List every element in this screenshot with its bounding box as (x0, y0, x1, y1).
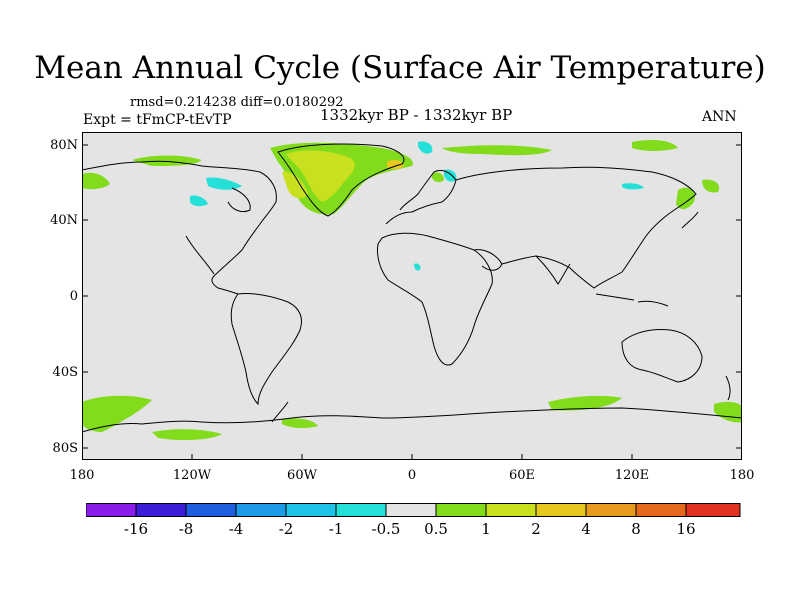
anomaly-region-greenland-core (286, 150, 355, 202)
anomaly-region-cool-labrador (190, 195, 208, 207)
colorbar-swatch-11 (585, 503, 637, 517)
map-background (82, 132, 742, 460)
experiment-label: Expt = tFmCP-tEvTP (83, 112, 232, 128)
coast-india (535, 255, 571, 285)
coast-south-america (230, 293, 302, 406)
anomaly-region-siberia-east (632, 140, 678, 151)
colorbar-swatch-6 (335, 503, 387, 517)
coast-north-america (82, 160, 277, 295)
colorbar-label-4: -2 (278, 520, 294, 538)
coast-central-america (185, 235, 215, 275)
map-plot (82, 132, 743, 460)
anomaly-region-arctic-east (442, 145, 552, 156)
x-tick-120w: 120W (172, 468, 212, 483)
anomaly-region-south-indian (548, 395, 622, 411)
colorbar-label-11: 8 (631, 520, 641, 538)
anomaly-region-eurasia-spot (432, 172, 444, 183)
anomaly-region-ne-pacific (702, 179, 720, 193)
colorbar-label-8: 1 (481, 520, 491, 538)
y-tick-40n: 40N (50, 213, 78, 228)
colorbar-swatch-4 (235, 503, 287, 517)
diff-value: 0.0180292 (273, 95, 344, 110)
colorbar-swatch-10 (535, 503, 587, 517)
coast-antarctic-peninsula (271, 401, 289, 423)
coast-asia (455, 166, 697, 289)
colorbar-swatch-8 (435, 503, 487, 517)
y-tick-80s: 80S (52, 441, 78, 456)
coast-greenland (277, 143, 405, 217)
anomaly-region-cool-siberia (622, 183, 644, 190)
anomaly-region-kamchatka (676, 187, 695, 210)
coast-new-zealand (725, 375, 731, 401)
colorbar-swatch-13 (685, 503, 741, 517)
diff-label: diff= (240, 95, 274, 110)
colorbar-label-6: -0.5 (371, 520, 401, 538)
colorbar-swatch-9 (485, 503, 537, 517)
colorbar-swatch-2 (135, 503, 187, 517)
colorbar-swatch-5 (285, 503, 337, 517)
y-tick-40s: 40S (52, 365, 78, 380)
colorbar-label-9: 2 (531, 520, 541, 538)
x-tick-120e: 120E (614, 468, 650, 483)
colorbar-label-5: -1 (328, 520, 344, 538)
y-tick-80n: 80N (50, 138, 78, 153)
coastline-layer (82, 143, 743, 433)
anomaly-fill-layer (82, 140, 742, 441)
colorbar-swatch-7 (385, 503, 437, 517)
coast-australia (621, 329, 703, 383)
colorbar (86, 503, 741, 517)
coast-hudson-bay (227, 187, 251, 213)
anomaly-region-cool-scandinavia (444, 169, 457, 182)
anomaly-region-orange-spot (387, 159, 404, 170)
x-tick-60w: 60W (287, 468, 317, 483)
colorbar-label-12: 16 (676, 520, 696, 538)
period-label: 1332kyr BP - 1332kyr BP (320, 106, 513, 124)
tick-marks (82, 144, 742, 460)
colorbar-label-7: 0.5 (424, 520, 448, 538)
colorbar-swatch-1 (86, 503, 137, 517)
chart-title: Mean Annual Cycle (Surface Air Temperatu… (34, 50, 766, 86)
colorbar-swatch-12 (635, 503, 687, 517)
colorbar-label-2: -8 (178, 520, 194, 538)
coast-africa (377, 232, 493, 366)
season-label: ANN (702, 109, 737, 125)
anomaly-region-cool-tropics (414, 263, 421, 271)
y-tick-0: 0 (69, 289, 78, 304)
rmsd-label: rmsd= (130, 95, 175, 110)
anomaly-region-south-atlantic (282, 418, 318, 429)
coast-antarctica (82, 407, 743, 433)
stats-line: rmsd=0.214238 diff=0.0180292 (130, 95, 344, 110)
coast-japan (681, 211, 699, 229)
coast-indonesia (595, 293, 669, 307)
colorbar-label-10: 4 (581, 520, 591, 538)
x-tick-60e: 60E (508, 468, 536, 483)
x-tick-180w: 180 (69, 468, 95, 483)
anomaly-region-alaska (82, 172, 110, 190)
anomaly-region-south-west (82, 395, 152, 432)
anomaly-region-cool-greenland (418, 141, 433, 154)
rmsd-value: 0.214238 (174, 95, 237, 110)
anomaly-region-hudson (282, 171, 308, 199)
anomaly-region-south-ross (152, 429, 222, 441)
colorbar-label-3: -4 (228, 520, 244, 538)
colorbar-label-1: -16 (123, 520, 149, 538)
colorbar-swatch-3 (185, 503, 237, 517)
x-tick-180e: 180 (729, 468, 755, 483)
x-tick-0: 0 (407, 468, 417, 483)
anomaly-region-cool-canada (206, 177, 242, 190)
